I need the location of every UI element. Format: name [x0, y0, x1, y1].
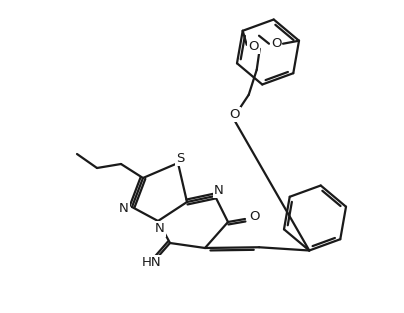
Text: O: O — [229, 108, 240, 121]
Text: O: O — [249, 209, 259, 223]
Text: N: N — [214, 183, 224, 197]
Text: HN: HN — [142, 256, 162, 269]
Text: N: N — [155, 223, 165, 235]
Text: O: O — [248, 40, 259, 53]
Text: O: O — [271, 37, 281, 50]
Text: S: S — [176, 151, 184, 165]
Text: N: N — [119, 202, 129, 214]
